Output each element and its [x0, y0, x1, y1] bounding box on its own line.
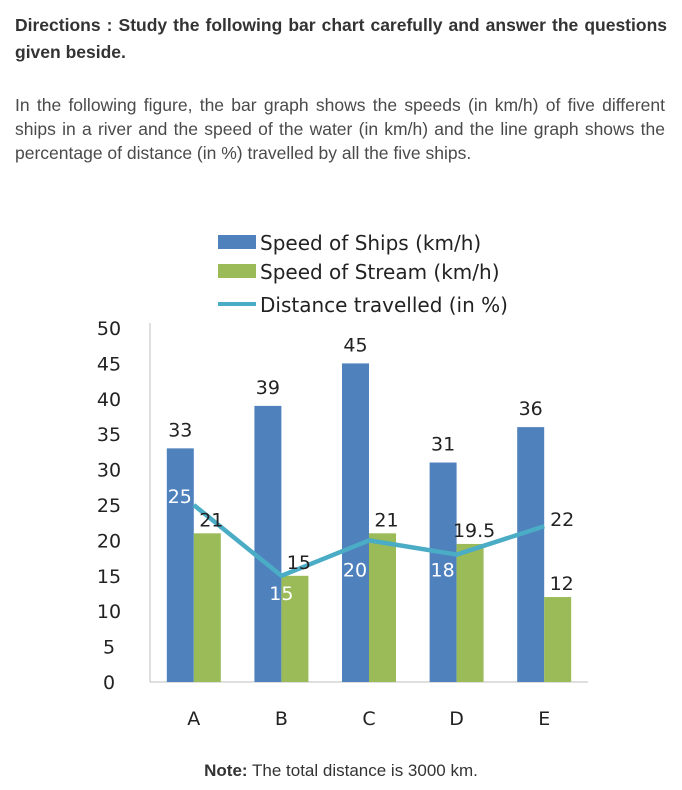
y-tick-label: 45	[97, 353, 121, 375]
y-tick-label: 50	[97, 318, 121, 340]
bar-stream-E	[544, 597, 572, 682]
data-label-distance: 20	[343, 559, 367, 581]
data-label-ships: 39	[256, 377, 280, 399]
data-label-ships: 31	[431, 434, 455, 456]
data-label-ships: 33	[168, 419, 192, 441]
data-label-distance: 18	[431, 560, 455, 582]
note-text: The total distance is 3000 km.	[252, 761, 478, 780]
data-label-stream: 21	[199, 509, 223, 531]
data-label-stream: 12	[550, 573, 574, 595]
legend-swatch-stream	[218, 264, 256, 278]
x-tick-label: D	[449, 708, 464, 730]
data-label-stream: 19.5	[453, 520, 495, 542]
x-tick-label: C	[362, 708, 375, 730]
x-tick-label: B	[275, 708, 288, 730]
bar-ships-E	[517, 427, 545, 682]
chart-line-series	[192, 503, 545, 579]
chart-axes: 0 5 10 15 20 25 30 35 40 45 50 A B C D E	[97, 318, 588, 730]
chart-bars	[166, 363, 572, 682]
y-tick-label: 40	[97, 389, 121, 411]
legend-swatch-ships	[218, 235, 256, 249]
legend-label-distance: Distance travelled (in %)	[260, 293, 508, 317]
y-tick-label: 35	[97, 424, 121, 446]
bar-ships-D	[429, 462, 457, 682]
y-tick-label: 20	[97, 530, 121, 552]
data-label-ships: 45	[343, 334, 367, 356]
bar-ships-A	[166, 448, 194, 682]
intro-text: In the following figure, the bar graph s…	[15, 95, 665, 163]
y-tick-label: 15	[97, 566, 121, 588]
y-tick-label: 5	[103, 637, 115, 659]
data-label-distance: 15	[269, 583, 293, 605]
bar-stream-A	[193, 533, 221, 682]
y-tick-label: 10	[97, 601, 121, 623]
data-label-ships: 36	[519, 398, 543, 420]
directions-text: Directions : Study the following bar cha…	[15, 15, 667, 62]
bar-stream-C	[369, 533, 396, 682]
chart-data-labels: 33 21 39 15 45 21 31 19.5 36 12 25 15 20 18 22	[168, 334, 575, 604]
note: Note: The total distance is 3000 km.	[0, 761, 682, 781]
chart-legend: Speed of Ships (km/h) Speed of Stream (km…	[218, 231, 508, 317]
legend-label-stream: Speed of Stream (km/h)	[260, 260, 500, 284]
legend-label-ships: Speed of Ships (km/h)	[260, 231, 481, 255]
bar-ships-C	[342, 363, 369, 682]
data-label-distance: 25	[168, 486, 192, 508]
combo-chart: Speed of Ships (km/h) Speed of Stream (km…	[97, 231, 588, 730]
data-label-stream: 21	[374, 509, 398, 531]
y-tick-label: 30	[97, 460, 121, 482]
x-tick-label: E	[538, 708, 550, 730]
bar-stream-B	[281, 575, 309, 682]
data-label-stream: 15	[287, 552, 311, 574]
y-tick-label: 0	[103, 672, 115, 694]
bar-stream-D	[456, 543, 484, 682]
note-label: Note:	[204, 761, 248, 780]
y-tick-label: 25	[97, 495, 121, 517]
data-label-distance: 22	[550, 509, 574, 531]
bar-ships-B	[254, 405, 282, 682]
x-tick-label: A	[187, 708, 200, 730]
